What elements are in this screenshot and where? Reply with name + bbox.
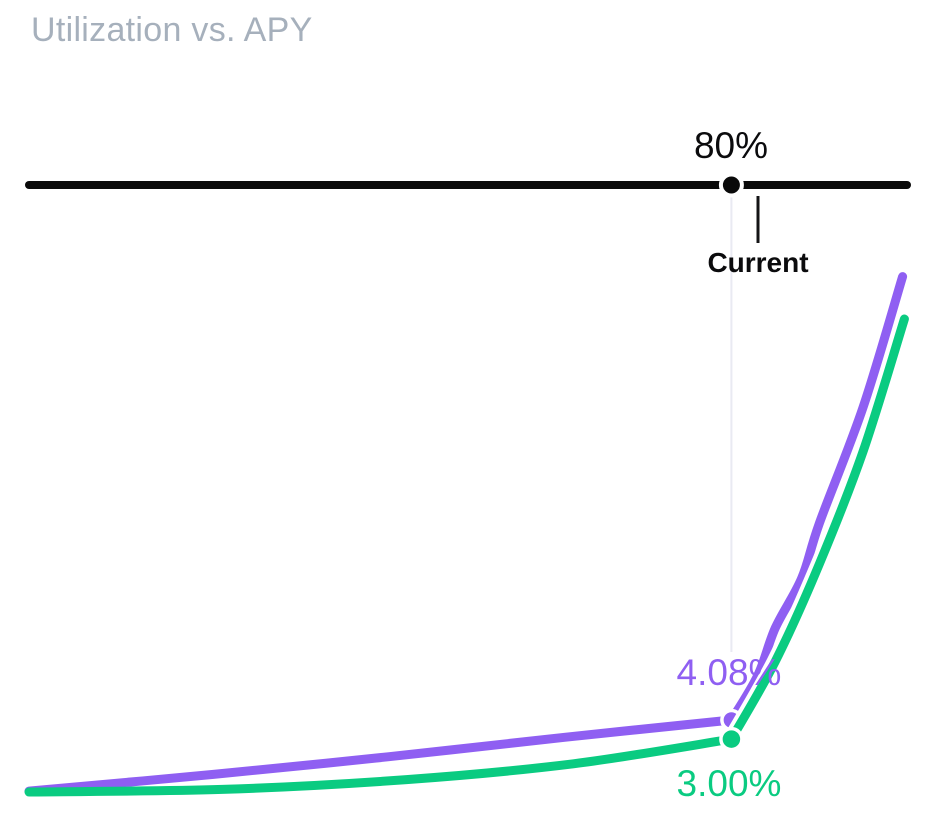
purple-value-label: 4.08%	[676, 652, 782, 693]
chart-title: Utilization vs. APY	[31, 11, 313, 49]
utilization-slider-handle[interactable]	[718, 172, 744, 198]
purple-apy-curve	[24, 272, 908, 796]
green-current-dot	[719, 726, 744, 752]
green-value-label: 3.00%	[676, 763, 782, 804]
current-marker-label: Current	[707, 247, 809, 278]
green-apy-curve	[24, 314, 909, 797]
slider-value-label: 80%	[693, 125, 769, 166]
